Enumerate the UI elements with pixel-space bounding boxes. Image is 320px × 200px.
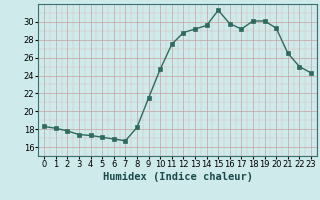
X-axis label: Humidex (Indice chaleur): Humidex (Indice chaleur) bbox=[103, 172, 252, 182]
